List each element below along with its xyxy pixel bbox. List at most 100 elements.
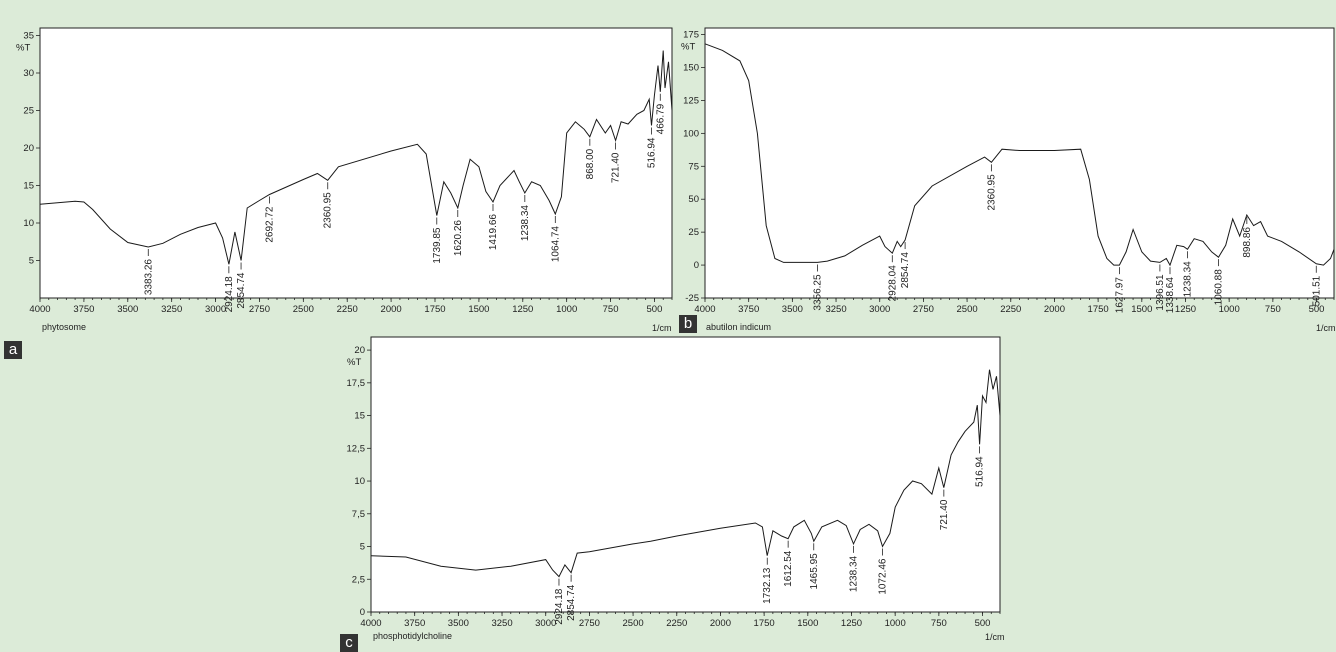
x-tick-label: 4000 <box>360 618 381 629</box>
y-tick-label: 20 <box>354 345 365 356</box>
x-tick-label: 1750 <box>1088 304 1109 315</box>
peak-label: 2924.18 <box>554 588 565 625</box>
y-axis-label: %T <box>681 42 695 53</box>
badge-a: a <box>4 341 22 359</box>
y-tick-label: 12,5 <box>347 443 366 454</box>
y-axis-label: %T <box>16 43 30 54</box>
peak-label: 1465.95 <box>809 553 820 590</box>
peak-label: 2854.74 <box>236 272 247 309</box>
plot-area <box>39 27 673 299</box>
peak-label: 1060.88 <box>1214 269 1225 306</box>
x-tick-label: 3500 <box>117 304 138 315</box>
x-tick-label: 3250 <box>161 304 182 315</box>
panel-a: 4000 3750 3500 3250 3000 2750 2500 2250 2000 1750… <box>16 27 673 315</box>
x-tick-label: 1500 <box>1131 304 1152 315</box>
xunit-b: 1/cm <box>1316 323 1336 333</box>
x-tick-label: 2500 <box>293 304 314 315</box>
peak-label: 2692.72 <box>265 206 276 243</box>
peak-label: 2928.04 <box>887 265 898 302</box>
x-tick-label: 4000 <box>29 304 50 315</box>
y-tick-label: 25 <box>688 227 699 238</box>
x-tick-label: 2250 <box>1000 304 1021 315</box>
y-tick-label: 175 <box>683 30 699 41</box>
x-tick-label: 4000 <box>694 304 715 315</box>
y-tick-label: 35 <box>23 31 34 42</box>
x-tick-label: 3000 <box>205 304 226 315</box>
peak-label: 3383.26 <box>143 259 154 296</box>
caption-b: abutilon indicum <box>706 322 772 332</box>
y-tick-label: 30 <box>23 68 34 79</box>
peak-label: 721.40 <box>939 499 950 530</box>
x-tick-label: 1000 <box>885 618 906 629</box>
peak-label: 516.94 <box>646 137 657 168</box>
plot-area <box>704 27 1335 299</box>
spectrum-line <box>370 369 1001 578</box>
x-tick-label: 1000 <box>1219 304 1240 315</box>
panel-c: 4000 3750 3500 3250 3000 2750 2500 2250 2000 1750… <box>347 336 1001 629</box>
x-tick-label: 3500 <box>448 618 469 629</box>
x-tick-label: 2250 <box>337 304 358 315</box>
x-tick-label: 1250 <box>1175 304 1196 315</box>
y-tick-label: 100 <box>683 128 699 139</box>
badge-c: c <box>340 634 358 652</box>
peak-label: 2854.74 <box>566 584 577 621</box>
spectrum-line <box>39 50 673 265</box>
peak-label: 466.79 <box>655 103 666 134</box>
y-tick-label: 17,5 <box>347 378 366 389</box>
peak-label: 1064.74 <box>550 226 561 263</box>
x-tick-label: 2750 <box>579 618 600 629</box>
xunit-a: 1/cm <box>652 323 672 333</box>
x-tick-label: 3000 <box>869 304 890 315</box>
peak-label: 1627.97 <box>1114 277 1125 314</box>
y-tick-label: 150 <box>683 63 699 74</box>
caption-c: phosphotidylcholine <box>373 631 453 641</box>
peak-label: 1620.26 <box>453 220 464 257</box>
peak-label: 2360.95 <box>323 192 334 229</box>
x-tick-label: 3000 <box>535 618 556 629</box>
peak-label: 2360.95 <box>986 174 997 211</box>
peak-label: 2924.18 <box>224 276 235 313</box>
x-tick-label: 1500 <box>468 304 489 315</box>
x-tick-label: 2250 <box>666 618 687 629</box>
x-tick-label: 2000 <box>710 618 731 629</box>
x-tick-label: 3250 <box>491 618 512 629</box>
peak-label: 1338.64 <box>1165 277 1176 314</box>
y-tick-label: 10 <box>354 476 365 487</box>
y-tick-label: 25 <box>23 106 34 117</box>
y-tick-label: 7,5 <box>352 509 365 520</box>
y-tick-label: 2,5 <box>352 574 365 585</box>
caption-a: phytosome <box>42 322 87 332</box>
peak-label: 1238.34 <box>1183 261 1194 298</box>
y-axis-label: %T <box>347 357 361 368</box>
x-tick-label: 750 <box>1265 304 1281 315</box>
y-tick-label: 50 <box>688 194 699 205</box>
x-tick-label: 2000 <box>381 304 402 315</box>
badge-b: b <box>679 315 697 333</box>
x-tick-label: 1500 <box>797 618 818 629</box>
y-tick-label: 0 <box>694 260 699 271</box>
y-tick-label: 5 <box>29 256 34 267</box>
x-tick-label: 500 <box>975 618 991 629</box>
peak-label: 868.00 <box>585 148 596 179</box>
y-tick-label: 125 <box>683 95 699 106</box>
x-tick-label: 1250 <box>512 304 533 315</box>
y-tick-label: -25 <box>685 293 699 304</box>
x-tick-label: 3750 <box>73 304 94 315</box>
spectrum-line <box>704 43 1335 267</box>
peak-label: 501.51 <box>1311 275 1322 306</box>
peak-label: 1238.34 <box>520 205 531 242</box>
x-tick-label: 3750 <box>738 304 759 315</box>
peak-label: 3356.25 <box>812 274 823 311</box>
y-tick-label: 15 <box>354 411 365 422</box>
x-tick-label: 2750 <box>249 304 270 315</box>
x-tick-label: 500 <box>647 304 663 315</box>
y-tick-label: 5 <box>360 542 365 553</box>
y-tick-label: 15 <box>23 181 34 192</box>
peak-label: 721.40 <box>611 152 622 183</box>
peak-label: 516.94 <box>975 456 986 487</box>
y-tick-label: 75 <box>688 161 699 172</box>
x-tick-label: 3250 <box>825 304 846 315</box>
x-tick-label: 1000 <box>556 304 577 315</box>
peak-label: 1732.13 <box>762 567 773 604</box>
